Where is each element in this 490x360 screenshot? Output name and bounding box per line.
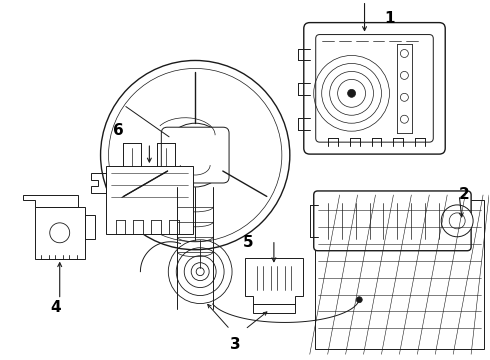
Text: 5: 5: [243, 235, 253, 250]
FancyBboxPatch shape: [105, 166, 193, 234]
FancyBboxPatch shape: [314, 191, 471, 251]
Circle shape: [441, 205, 473, 237]
Circle shape: [347, 89, 356, 97]
Circle shape: [100, 60, 290, 250]
FancyBboxPatch shape: [304, 23, 445, 154]
FancyBboxPatch shape: [161, 127, 229, 183]
Text: 1: 1: [384, 11, 394, 26]
Text: 4: 4: [50, 300, 61, 315]
FancyBboxPatch shape: [35, 207, 85, 259]
Circle shape: [356, 297, 362, 303]
Text: 2: 2: [459, 188, 469, 202]
Circle shape: [163, 123, 227, 187]
Text: 3: 3: [230, 337, 241, 352]
Text: 6: 6: [113, 123, 124, 138]
